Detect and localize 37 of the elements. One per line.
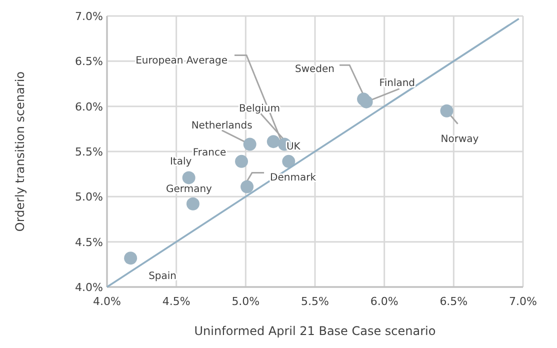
x-tick-label: 6.5% (440, 295, 468, 308)
point (124, 252, 138, 265)
annotation: Spain (148, 271, 177, 282)
y-axis-title: Orderly transition scenario (13, 71, 27, 232)
x-tick-label: 5.5% (301, 295, 329, 308)
annotation: European Average (136, 55, 228, 66)
annotation: France (192, 147, 226, 158)
y-tick-label: 4.0% (75, 281, 103, 294)
annotation: Italy (170, 156, 192, 168)
x-tick-label: 5.0% (232, 295, 260, 308)
x-tick-label: 6.0% (370, 295, 398, 308)
y-tick-label: 5.5% (75, 146, 103, 158)
x-tick-label: 4.5% (162, 295, 190, 308)
annotation: Sweden (295, 64, 335, 76)
point (235, 154, 248, 168)
annotation: Germany (166, 184, 212, 195)
y-tick-label: 6.0% (75, 100, 103, 114)
annotation: UK (286, 141, 301, 152)
x-axis-title: Uninformed April 21 Base Case scenario (194, 324, 436, 338)
point (243, 138, 256, 151)
y-tick-label: 6.5% (75, 55, 103, 68)
annotation: Finland (379, 78, 416, 89)
point (186, 197, 200, 210)
y-tick-label: 7.0% (75, 10, 103, 23)
annotation: Netherlands (191, 120, 252, 132)
point (282, 154, 296, 168)
annotation: Belgium (238, 103, 280, 114)
point (266, 135, 280, 148)
point (182, 171, 196, 184)
point (240, 180, 254, 194)
annotation: Norway (440, 134, 479, 145)
y-tick-label: 4.5% (75, 236, 103, 249)
x-tick-label: 7.0% (509, 295, 537, 308)
point (440, 104, 454, 118)
x-tick-label: 4.0% (93, 295, 121, 308)
point (357, 92, 370, 106)
y-tick-label: 5.0% (75, 190, 103, 204)
